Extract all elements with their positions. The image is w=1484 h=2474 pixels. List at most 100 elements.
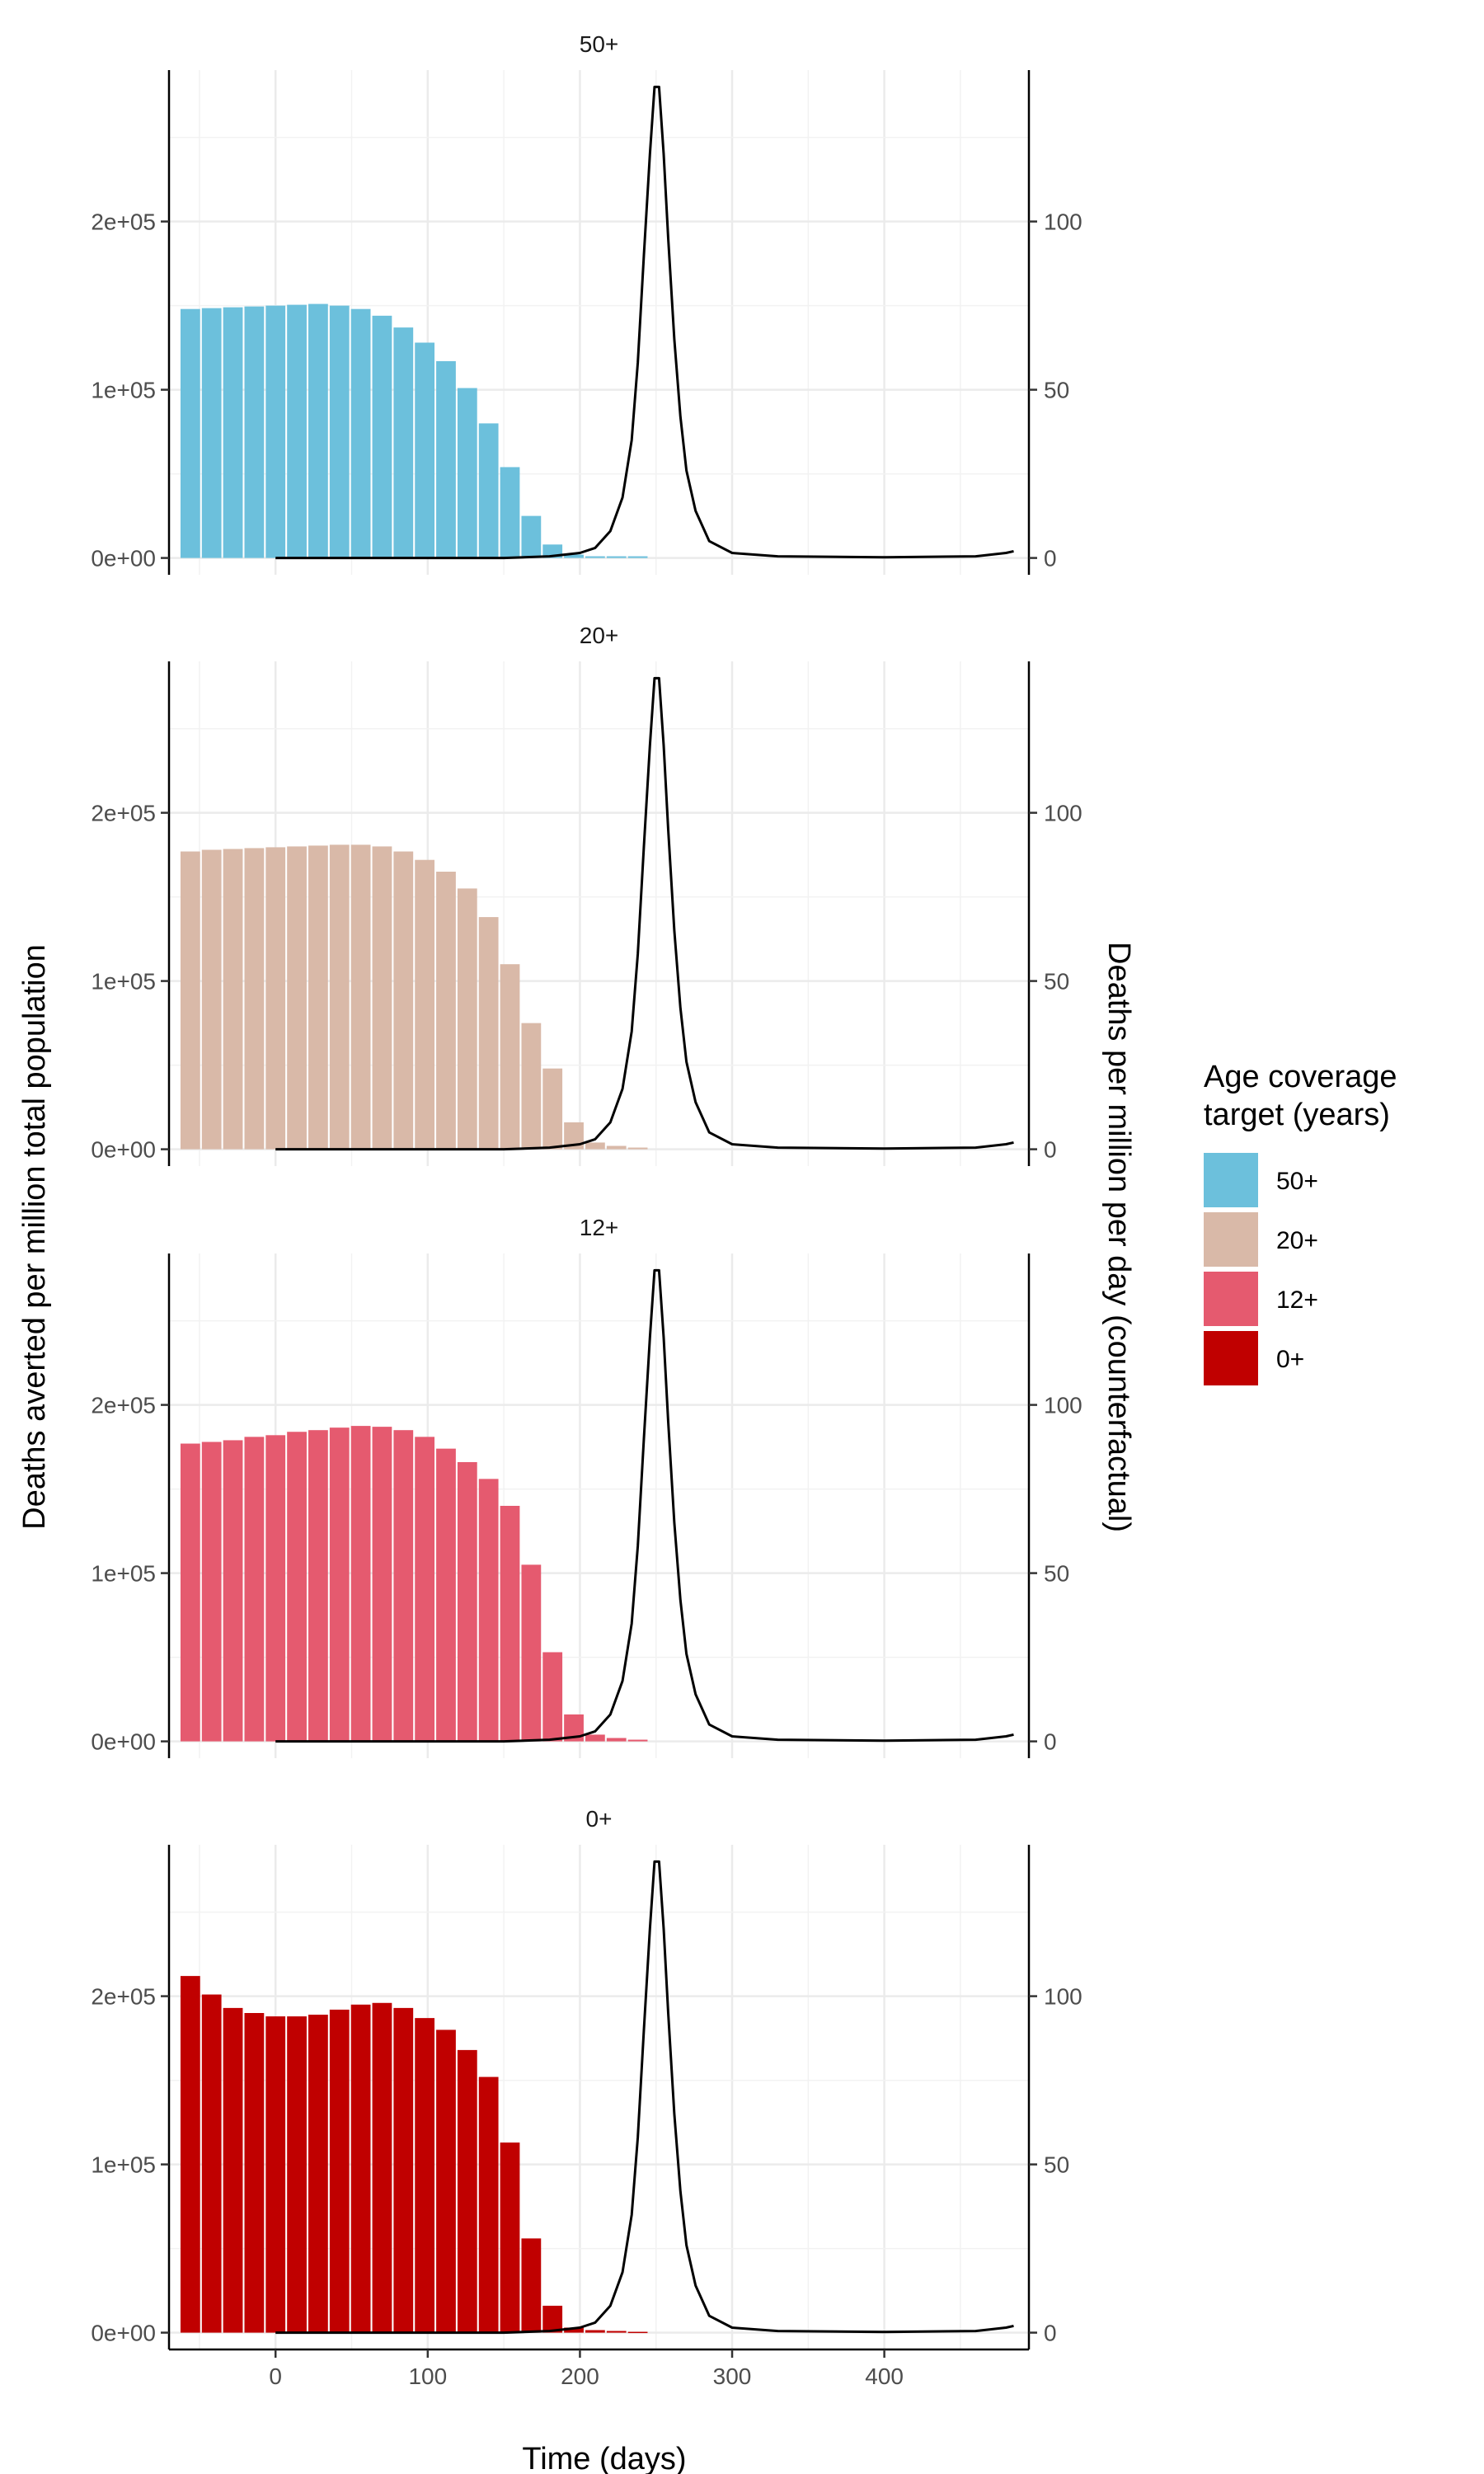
panel-title: 0+ <box>586 1806 613 1832</box>
y-tick-label-right: 50 <box>1044 969 1069 995</box>
bar <box>329 844 350 1150</box>
bar <box>500 964 520 1150</box>
y-tick-label: 2e+05 <box>91 801 156 826</box>
bar <box>478 1479 499 1742</box>
legend-swatch <box>1204 1153 1258 1207</box>
bar <box>521 1023 542 1150</box>
bar <box>180 1443 200 1742</box>
bar <box>287 304 307 558</box>
bar <box>457 888 477 1150</box>
bar <box>372 846 392 1150</box>
bar <box>393 851 414 1150</box>
y-tick-label-right: 50 <box>1044 2152 1069 2178</box>
bar <box>180 308 200 558</box>
bar <box>457 2049 477 2333</box>
bar <box>393 327 414 558</box>
y-axis-title-right: Deaths per million per day (counterfactu… <box>1101 942 1136 1532</box>
legend-label: 20+ <box>1276 1227 1318 1254</box>
legend-label: 0+ <box>1276 1346 1304 1373</box>
bar <box>329 305 350 558</box>
bar <box>287 2016 307 2333</box>
bar <box>265 847 286 1150</box>
y-tick-label-right: 0 <box>1044 1729 1057 1755</box>
chart-panels: 50+ 0e+00 1e+05 2e+05 0 50 100 20+ 0e+00 1e+05 2e+… <box>91 31 1082 2389</box>
bar <box>287 1432 307 1742</box>
bar <box>478 917 499 1150</box>
bar <box>415 1437 435 1742</box>
panel-1: 50+ 0e+00 1e+05 2e+05 0 50 100 <box>91 31 1082 575</box>
y-tick-label-right: 100 <box>1044 801 1082 826</box>
counterfactual-line <box>275 1860 1014 2335</box>
bar <box>223 1440 243 1742</box>
y-tick-label: 0e+00 <box>91 1137 156 1163</box>
y-tick-label: 2e+05 <box>91 209 156 235</box>
bar <box>500 1506 520 1742</box>
bar <box>564 1714 584 1742</box>
bar <box>201 1442 222 1742</box>
bar <box>244 2013 265 2333</box>
bar <box>585 556 605 558</box>
y-tick-label: 1e+05 <box>91 2152 156 2178</box>
bar <box>308 845 328 1150</box>
bar <box>564 554 584 558</box>
bar <box>606 1738 627 1742</box>
x-tick-label: 300 <box>713 2363 752 2389</box>
bars <box>180 844 648 1150</box>
bar <box>521 515 542 558</box>
bar <box>244 306 265 558</box>
bar <box>308 2015 328 2333</box>
panel-3: 12+ 0e+00 1e+05 2e+05 0 50 100 <box>91 1215 1082 1758</box>
legend-label: 12+ <box>1276 1286 1318 1314</box>
legend-swatch <box>1204 1331 1258 1385</box>
y-tick-label-right: 0 <box>1044 546 1057 571</box>
bar <box>201 1994 222 2333</box>
panel-title: 50+ <box>580 31 619 57</box>
x-tick-label: 400 <box>865 2363 904 2389</box>
bar <box>223 849 243 1150</box>
bar <box>350 1426 371 1742</box>
bar <box>372 1427 392 1742</box>
bar <box>627 1147 648 1150</box>
y-tick-label-right: 0 <box>1044 2321 1057 2346</box>
panel-title: 12+ <box>580 1215 619 1240</box>
y-tick-label-right: 0 <box>1044 1137 1057 1163</box>
bar <box>585 1142 605 1150</box>
bar <box>585 2330 605 2333</box>
counterfactual-line <box>275 85 1014 560</box>
y-tick-label-right: 50 <box>1044 378 1069 403</box>
y-tick-label: 2e+05 <box>91 1393 156 1418</box>
bar <box>606 2331 627 2333</box>
bar <box>265 305 286 558</box>
bar <box>180 1976 200 2333</box>
bar <box>564 1122 584 1150</box>
bar <box>436 360 456 558</box>
bar <box>500 467 520 558</box>
legend-item: 50+ <box>1204 1153 1318 1207</box>
bars <box>180 1976 648 2334</box>
y-tick-label: 1e+05 <box>91 969 156 995</box>
legend-title-line-1: Age coverage <box>1204 1060 1397 1094</box>
bar <box>393 1430 414 1742</box>
y-axis-title: Deaths averted per million total populat… <box>17 944 52 1530</box>
bar <box>585 1734 605 1742</box>
bars <box>180 303 648 558</box>
bar <box>542 1652 563 1742</box>
bar <box>606 1145 627 1150</box>
bar <box>329 1427 350 1742</box>
bar <box>393 2007 414 2333</box>
bar <box>436 872 456 1150</box>
x-tick-label: 100 <box>408 2363 447 2389</box>
legend-item: 20+ <box>1204 1212 1318 1267</box>
bar <box>265 2016 286 2333</box>
y-tick-label: 0e+00 <box>91 546 156 571</box>
bar <box>287 846 307 1150</box>
bar <box>201 308 222 558</box>
y-tick-label: 1e+05 <box>91 378 156 403</box>
x-tick-label: 200 <box>561 2363 599 2389</box>
bar <box>372 315 392 558</box>
bar <box>308 1430 328 1742</box>
bar <box>415 2018 435 2333</box>
bar <box>265 1435 286 1742</box>
bar <box>223 307 243 558</box>
